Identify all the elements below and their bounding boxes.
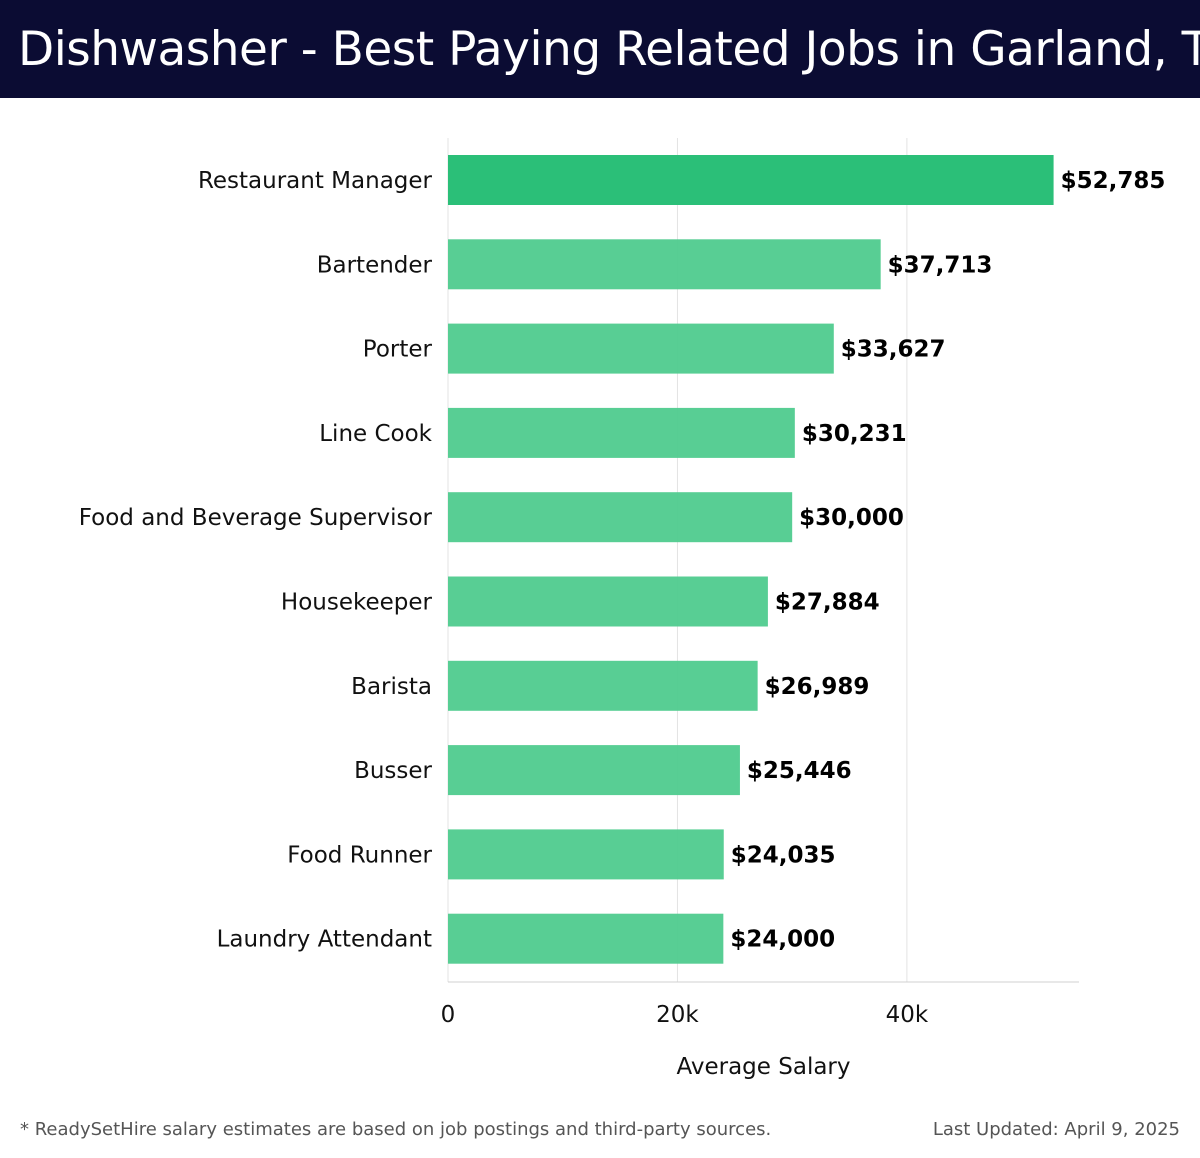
value-label-9: $24,000 xyxy=(730,927,835,953)
category-label-2: Porter xyxy=(363,337,433,363)
bar-9 xyxy=(448,913,724,964)
bar-6 xyxy=(448,660,758,711)
bar-0 xyxy=(448,155,1054,205)
page-title: Dishwasher - Best Paying Related Jobs in… xyxy=(18,22,1200,77)
category-label-6: Barista xyxy=(351,674,432,700)
value-label-4: $30,000 xyxy=(799,505,904,531)
category-label-4: Food and Beverage Supervisor xyxy=(79,505,433,531)
value-label-3: $30,231 xyxy=(802,421,907,447)
value-label-2: $33,627 xyxy=(841,337,946,363)
x-axis-title: Average Salary xyxy=(676,1054,850,1080)
header-bar: Dishwasher - Best Paying Related Jobs in… xyxy=(0,0,1200,98)
value-label-1: $37,713 xyxy=(888,252,993,278)
x-tick-label-1: 20k xyxy=(656,1002,699,1028)
x-tick-label-0: 0 xyxy=(441,1002,456,1028)
bar-1 xyxy=(448,239,881,290)
bar-3 xyxy=(448,407,795,458)
category-label-3: Line Cook xyxy=(319,421,432,447)
footer-note: * ReadySetHire salary estimates are base… xyxy=(20,1119,772,1140)
bar-5 xyxy=(448,576,768,627)
last-updated: Last Updated: April 9, 2025 xyxy=(932,1119,1180,1140)
bar-7 xyxy=(448,745,740,796)
value-label-5: $27,884 xyxy=(775,590,880,616)
bar-8 xyxy=(448,829,724,880)
x-tick-label-2: 40k xyxy=(886,1002,929,1028)
category-label-5: Housekeeper xyxy=(281,590,433,616)
category-label-8: Food Runner xyxy=(287,842,432,868)
value-label-0: $52,785 xyxy=(1061,168,1166,194)
value-label-8: $24,035 xyxy=(731,842,836,868)
bar-2 xyxy=(448,323,834,374)
bar-4 xyxy=(448,492,793,543)
value-label-6: $26,989 xyxy=(765,674,870,700)
category-label-9: Laundry Attendant xyxy=(217,927,432,953)
category-label-0: Restaurant Manager xyxy=(198,168,433,194)
category-label-1: Bartender xyxy=(317,252,433,278)
value-label-7: $25,446 xyxy=(747,758,852,784)
category-label-7: Busser xyxy=(354,758,432,784)
